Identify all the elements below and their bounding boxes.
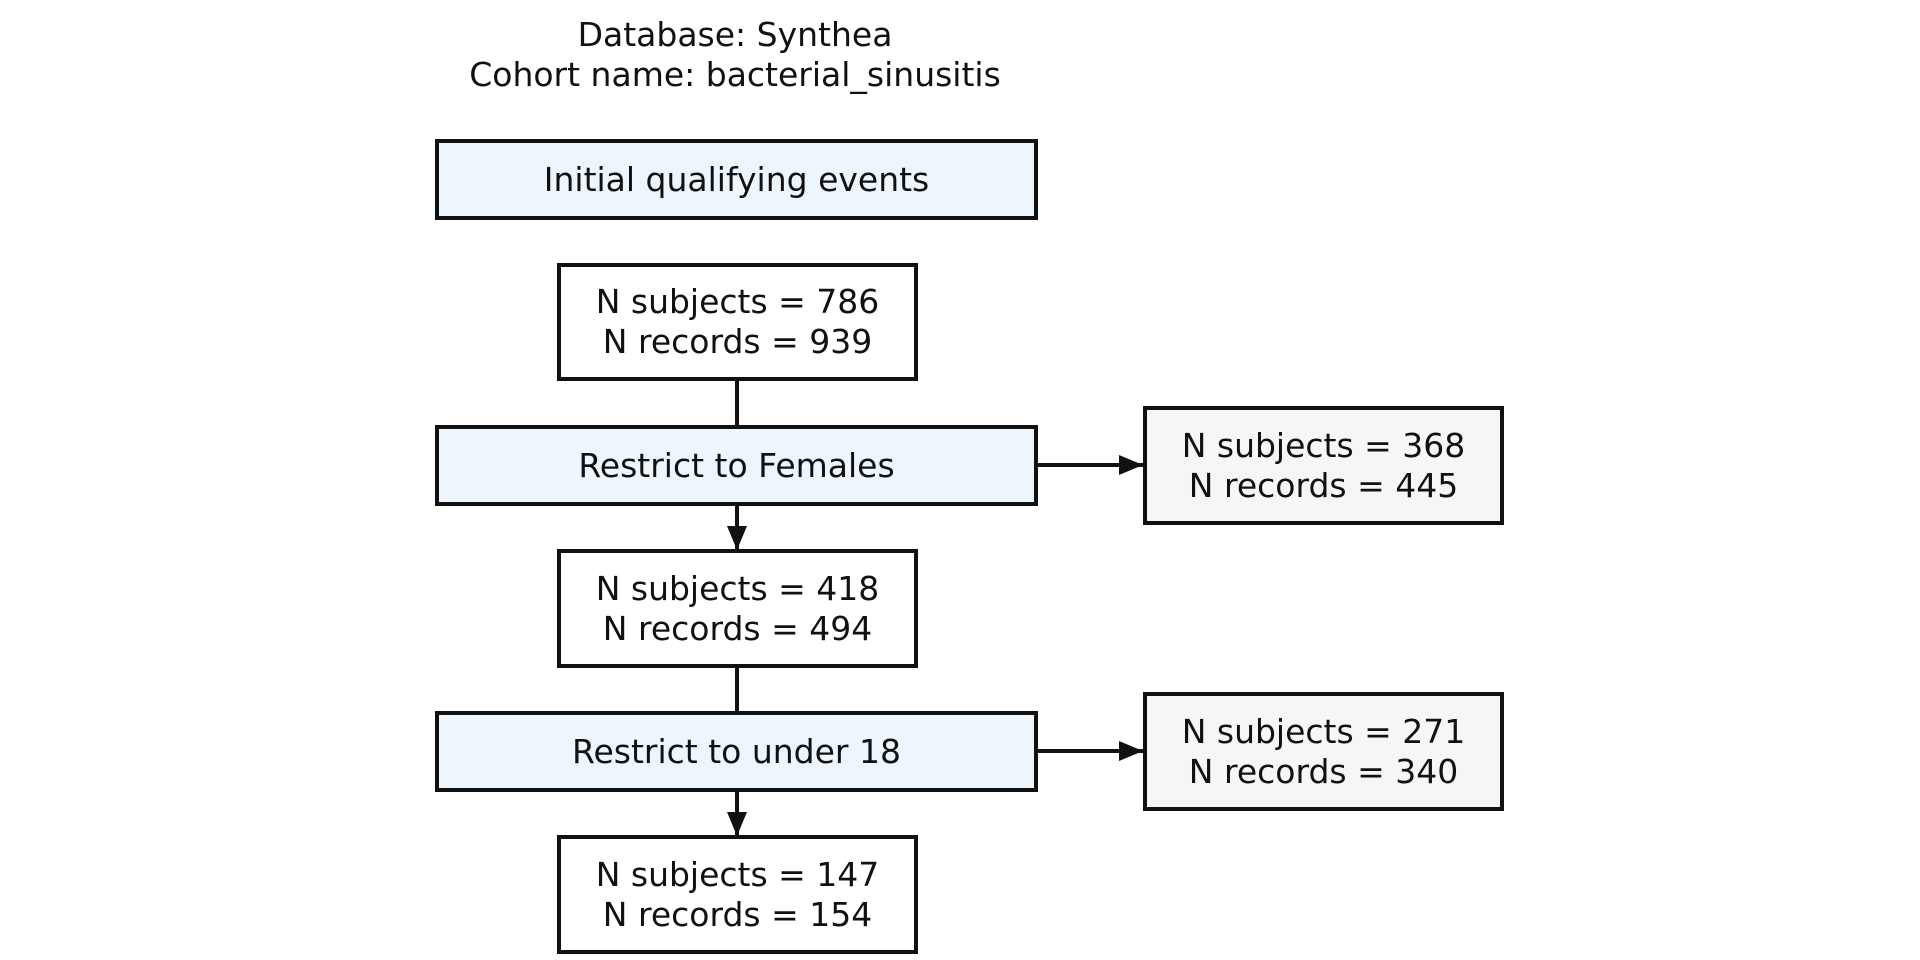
initial-count-box: N subjects = 786 N records = 939	[557, 263, 918, 381]
database-label: Database: Synthea	[577, 15, 893, 54]
cohort-name-label: Cohort name: bacterial_sinusitis	[469, 55, 1001, 94]
subjects-count: N subjects = 418	[595, 568, 880, 608]
subjects-count: N subjects = 368	[1181, 425, 1466, 465]
subjects-count: N subjects = 271	[1181, 711, 1466, 751]
excluded-under-18-box: N subjects = 271 N records = 340	[1143, 692, 1504, 811]
restrict-under-18-box: Restrict to under 18	[435, 711, 1038, 792]
subjects-count: N subjects = 147	[595, 854, 880, 894]
step-label: Restrict to Females	[578, 445, 895, 485]
records-count: N records = 939	[602, 322, 873, 361]
initial-events-box: Initial qualifying events	[435, 139, 1038, 220]
records-count: N records = 340	[1188, 751, 1459, 791]
records-count: N records = 154	[602, 894, 873, 934]
records-count: N records = 445	[1188, 465, 1459, 505]
remaining-after-females-box: N subjects = 418 N records = 494	[557, 549, 918, 668]
subjects-count: N subjects = 786	[595, 282, 880, 321]
records-count: N records = 494	[602, 608, 873, 648]
excluded-females-box: N subjects = 368 N records = 445	[1143, 406, 1504, 525]
restrict-females-box: Restrict to Females	[435, 425, 1038, 506]
initial-events-label: Initial qualifying events	[543, 159, 930, 199]
step-label: Restrict to under 18	[572, 731, 901, 771]
final-count-box: N subjects = 147 N records = 154	[557, 835, 918, 954]
